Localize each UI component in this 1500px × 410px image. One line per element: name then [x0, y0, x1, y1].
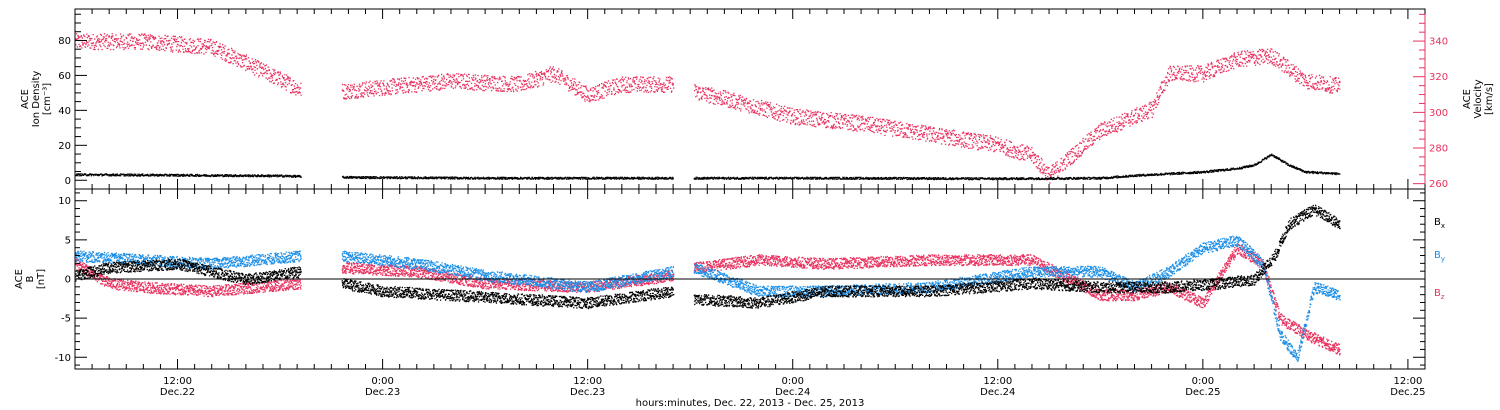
ion-density-label: ACE Ion Density [cm⁻³]	[20, 71, 53, 128]
x-axis-title: hours:minutes, Dec. 22, 2013 - Dec. 25, …	[636, 398, 865, 409]
top-panel-frame	[74, 8, 1426, 190]
x-tick-time: 12:00	[163, 376, 192, 387]
b-field-label: ACE B [nT]	[14, 269, 47, 289]
b-component-legend: Bx By Bz	[1434, 217, 1445, 301]
bx-series	[75, 204, 1341, 310]
velocity-tick-label: 280	[1429, 144, 1448, 155]
top-right-axis: 260 280 300 320 340	[1413, 9, 1448, 190]
by-series	[75, 235, 1341, 362]
x-tick-time: 12:00	[1393, 376, 1422, 387]
density-series	[75, 153, 1341, 181]
x-tick-date: Dec.22	[160, 387, 195, 398]
velocity-series	[75, 33, 1341, 184]
bz-series-points	[75, 243, 1341, 356]
velocity-tick-label: 320	[1429, 72, 1448, 83]
velocity-tick-label: 340	[1429, 37, 1448, 48]
x-axis-labels: 12:00Dec.220:00Dec.2312:00Dec.230:00Dec.…	[160, 376, 1426, 398]
density-tick-label: 60	[58, 71, 71, 82]
velocity-label-line3: [km/s]	[1484, 83, 1495, 115]
b-field-label-line3: [nT]	[36, 269, 47, 289]
x-tick-date: Dec.25	[1390, 387, 1425, 398]
x-tick-date: Dec.23	[570, 387, 605, 398]
b-tick-label: 10	[58, 196, 71, 207]
x-tick-date: Dec.25	[1185, 387, 1220, 398]
density-tick-label: 80	[58, 36, 71, 47]
b-tick-label: 0	[65, 275, 71, 286]
ion-density-label-line1: ACE	[20, 89, 31, 109]
x-tick-date: Dec.23	[365, 387, 400, 398]
bz-legend-label: Bz	[1434, 288, 1445, 301]
x-tick-time: 12:00	[983, 376, 1012, 387]
b-tick-label: -5	[61, 314, 71, 325]
b-field-label-line1: ACE	[14, 269, 25, 289]
density-series-points	[75, 153, 1341, 181]
density-tick-label: 20	[58, 141, 71, 152]
bottom-x-ticks	[91, 189, 1426, 369]
bz-series	[75, 243, 1341, 356]
velocity-tick-label: 260	[1429, 179, 1448, 190]
x-tick-time: 0:00	[781, 376, 803, 387]
velocity-series-points	[75, 33, 1341, 184]
b-field-label-line2: B	[25, 275, 36, 282]
by-series-points	[75, 235, 1341, 362]
x-tick-time: 0:00	[371, 376, 393, 387]
velocity-label: ACE Velocity [km/s]	[1462, 79, 1495, 118]
bx-legend-label: Bx	[1434, 217, 1445, 230]
x-tick-date: Dec.24	[980, 387, 1015, 398]
top-panel: 0 20 40 60 80 260 280 300 320 340 ACE Ion Densit…	[20, 8, 1495, 190]
velocity-label-line2: Velocity	[1473, 79, 1484, 118]
top-left-axis: 0 20 40 60 80	[58, 13, 87, 187]
x-tick-time: 12:00	[573, 376, 602, 387]
bx-series-points	[75, 204, 1341, 310]
bottom-panel: -10 -5 0 5 10 ACE B [nT] Bx By Bz	[14, 188, 1445, 370]
ion-density-label-line3: [cm⁻³]	[42, 83, 53, 115]
x-tick-date: Dec.24	[775, 387, 810, 398]
b-tick-label: -10	[55, 353, 71, 364]
density-tick-label: 0	[65, 176, 71, 187]
b-tick-label: 5	[65, 235, 71, 246]
ion-density-label-line2: Ion Density	[31, 71, 42, 128]
velocity-label-line1: ACE	[1462, 89, 1473, 109]
top-x-ticks	[91, 9, 1426, 189]
x-tick-time: 0:00	[1192, 376, 1214, 387]
by-legend-label: By	[1434, 250, 1445, 263]
density-tick-label: 40	[58, 106, 71, 117]
velocity-tick-label: 300	[1429, 108, 1448, 119]
